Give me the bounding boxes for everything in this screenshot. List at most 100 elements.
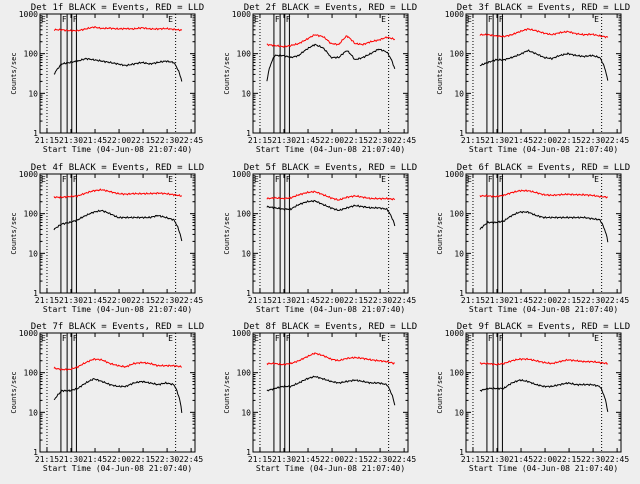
state-marker: F <box>286 334 291 343</box>
y-tick-label: 10 <box>28 249 38 258</box>
state-marker: F <box>275 334 280 343</box>
x-tick-label: 22:30 <box>368 136 392 145</box>
x-axis-label: Start Time (04-Jun-08 21:07:40) <box>256 305 405 314</box>
y-tick-label: 10 <box>454 408 464 417</box>
x-tick-label: 21:30 <box>485 296 509 305</box>
panel-title: Det 3f BLACK = Events, RED = LLD <box>457 3 630 13</box>
state-marker: F <box>499 15 504 24</box>
x-tick-label: 21:45 <box>83 136 107 145</box>
y-tick-label: 100 <box>24 210 39 219</box>
y-tick-label: 10 <box>241 89 251 98</box>
plot-frame <box>39 332 196 453</box>
x-tick-label: 21:30 <box>59 455 83 464</box>
panel-title: Det 8f BLACK = Events, RED = LLD <box>244 322 417 332</box>
x-tick-label: 21:30 <box>485 136 509 145</box>
state-marker: E <box>381 334 386 343</box>
events-series-line <box>53 378 183 413</box>
panel-6: Det 6f BLACK = Events, RED = LLD 1 10 100 10… <box>436 163 630 314</box>
x-tick-label: 22:00 <box>320 136 344 145</box>
y-tick-label: 100 <box>237 210 252 219</box>
plot-frame <box>465 13 622 134</box>
state-marker: F <box>499 334 504 343</box>
y-tick-label: 100 <box>450 50 465 59</box>
panel-4: Det 4f BLACK = Events, RED = LLD 1 10 100 10… <box>10 163 204 314</box>
x-tick-label: 22:15 <box>344 136 368 145</box>
x-tick-label: 22:00 <box>533 455 557 464</box>
x-tick-label: 21:15 <box>35 455 59 464</box>
x-tick-label: 21:30 <box>59 136 83 145</box>
plot-frame <box>465 173 622 294</box>
state-marker: E <box>467 334 472 343</box>
x-tick-label: 22:45 <box>179 136 203 145</box>
state-marker: F <box>286 15 291 24</box>
x-tick-label: 21:45 <box>83 455 107 464</box>
events-series-line <box>53 209 183 242</box>
x-tick-label: 22:45 <box>392 296 416 305</box>
lld-series-line <box>266 352 395 366</box>
y-tick-label: 1 <box>459 448 464 457</box>
x-tick-label: 21:45 <box>83 296 107 305</box>
x-tick-label: 21:45 <box>509 296 533 305</box>
x-tick-label: 21:15 <box>248 296 272 305</box>
x-tick-label: 22:15 <box>557 296 581 305</box>
y-tick-label: 100 <box>237 50 252 59</box>
x-tick-label: 22:45 <box>179 455 203 464</box>
panel-title: Det 5f BLACK = Events, RED = LLD <box>244 163 417 173</box>
panel-title: Det 2f BLACK = Events, RED = LLD <box>244 3 417 13</box>
panel-title: Det 9f BLACK = Events, RED = LLD <box>457 322 630 332</box>
x-tick-label: 22:00 <box>107 455 131 464</box>
panel-3: Det 3f BLACK = Events, RED = LLD 1 10 100 10… <box>436 3 630 154</box>
state-marker: E <box>41 175 46 184</box>
state-marker: F <box>488 334 493 343</box>
x-tick-label: 21:15 <box>35 136 59 145</box>
state-marker: E <box>594 175 599 184</box>
y-tick-label: 1000 <box>232 170 251 179</box>
y-tick-label: 100 <box>450 369 465 378</box>
plot-frame <box>465 332 622 453</box>
y-tick-label: 10 <box>454 249 464 258</box>
x-tick-label: 22:15 <box>557 136 581 145</box>
state-marker: E <box>168 175 173 184</box>
x-tick-label: 22:45 <box>605 136 629 145</box>
panel-title: Det 1f BLACK = Events, RED = LLD <box>31 3 204 13</box>
state-marker: E <box>381 175 386 184</box>
x-tick-label: 21:15 <box>248 136 272 145</box>
state-marker: F <box>73 334 78 343</box>
x-tick-label: 22:30 <box>581 455 605 464</box>
y-axis-label: Counts/sec <box>10 212 18 254</box>
x-tick-label: 21:45 <box>509 136 533 145</box>
x-tick-label: 22:15 <box>131 136 155 145</box>
lld-series-line <box>479 189 609 199</box>
x-axis-label: Start Time (04-Jun-08 21:07:40) <box>43 305 192 314</box>
x-tick-label: 22:30 <box>155 296 179 305</box>
y-tick-label: 1 <box>33 129 38 138</box>
state-marker: F <box>62 15 67 24</box>
x-tick-label: 21:15 <box>248 455 272 464</box>
state-marker: F <box>62 334 67 343</box>
x-tick-label: 22:15 <box>131 296 155 305</box>
lld-series-line <box>266 34 396 48</box>
events-series-line <box>266 43 396 82</box>
panel-8: Det 8f BLACK = Events, RED = LLD 1 10 100 10… <box>223 322 417 473</box>
state-marker: F <box>275 15 280 24</box>
panel-1: Det 1f BLACK = Events, RED = LLD 1 10 100 10… <box>10 3 204 154</box>
events-series-line <box>479 49 609 81</box>
x-tick-label: 21:15 <box>35 296 59 305</box>
x-tick-label: 21:30 <box>272 136 296 145</box>
plot-frame <box>252 332 409 453</box>
panel-title: Det 4f BLACK = Events, RED = LLD <box>31 163 204 173</box>
state-marker: F <box>488 175 493 184</box>
x-tick-label: 21:30 <box>272 455 296 464</box>
x-tick-label: 22:45 <box>179 296 203 305</box>
x-tick-label: 22:00 <box>107 296 131 305</box>
x-tick-label: 22:15 <box>344 455 368 464</box>
state-marker: F <box>73 15 78 24</box>
state-marker: E <box>467 15 472 24</box>
y-axis-label: Counts/sec <box>10 52 18 94</box>
x-tick-label: 22:30 <box>368 296 392 305</box>
events-series-line <box>266 375 396 406</box>
y-tick-label: 10 <box>241 249 251 258</box>
y-tick-label: 100 <box>24 369 39 378</box>
plot-frame <box>252 173 409 294</box>
y-tick-label: 1000 <box>232 10 251 19</box>
